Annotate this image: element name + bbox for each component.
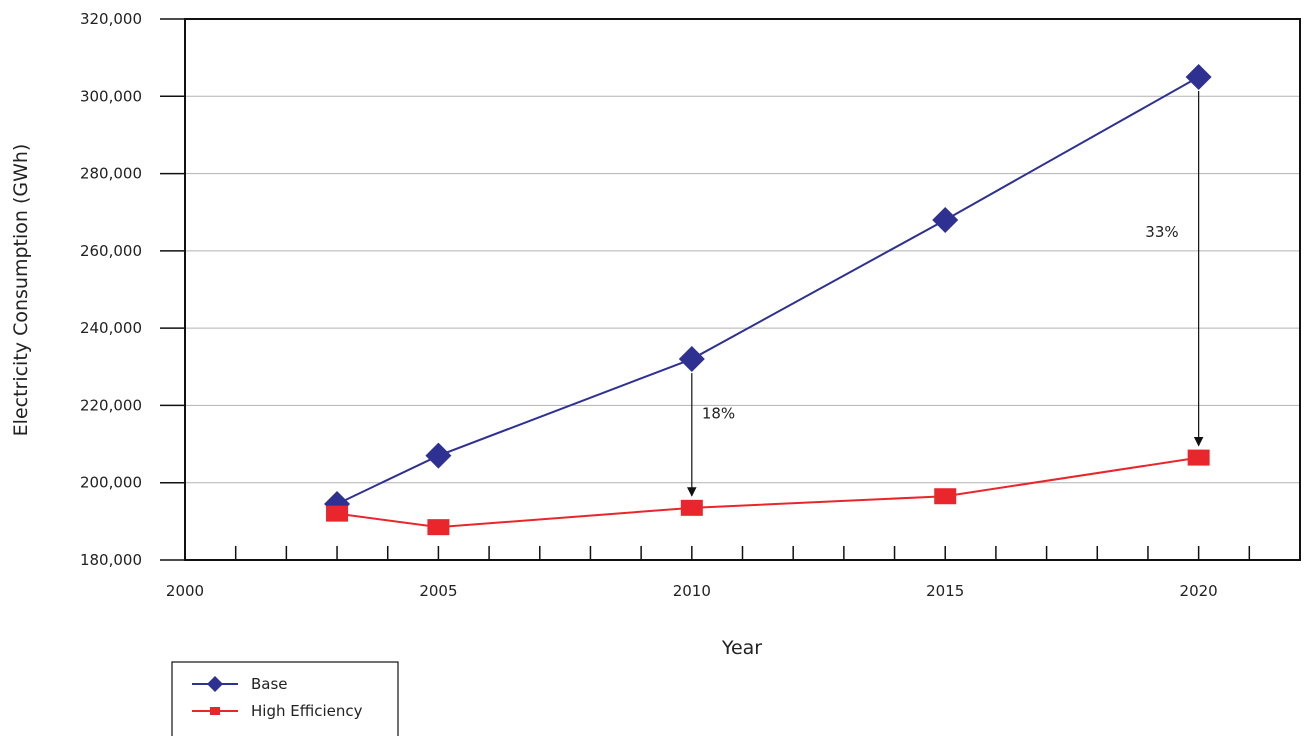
legend-marker-1 bbox=[210, 707, 220, 715]
series-1-point-1 bbox=[427, 519, 450, 536]
axis-labels: Year Electricity Consumption (GWh) bbox=[10, 144, 762, 659]
annotations: 18% 33% bbox=[687, 90, 1204, 497]
y-tick-label-3: 240,000 bbox=[80, 319, 142, 337]
x-tick-label-1: 2005 bbox=[419, 582, 457, 600]
annotation-label-1: 33% bbox=[1145, 223, 1178, 241]
x-axis-title: Year bbox=[721, 637, 762, 659]
annotation-label-0: 18% bbox=[702, 404, 735, 422]
y-tick-label-4: 260,000 bbox=[80, 242, 142, 260]
series-0-point-2 bbox=[678, 346, 705, 373]
series-1-point-4 bbox=[1187, 449, 1210, 466]
series bbox=[324, 63, 1212, 536]
gridlines bbox=[185, 95, 1300, 484]
series-0-point-4 bbox=[1185, 63, 1212, 90]
series-line-0 bbox=[336, 76, 1200, 505]
legend-marker-0 bbox=[207, 676, 223, 692]
x-tick-label-3: 2015 bbox=[926, 582, 964, 600]
y-tick-label-7: 320,000 bbox=[80, 10, 142, 28]
series-1-point-0 bbox=[326, 505, 349, 522]
series-0-point-1 bbox=[425, 442, 452, 469]
y-tick-label-2: 220,000 bbox=[80, 396, 142, 414]
y-tick-label-5: 280,000 bbox=[80, 165, 142, 183]
legend-label-0: Base bbox=[251, 675, 288, 693]
y-tick-label-6: 300,000 bbox=[80, 87, 142, 105]
x-tick-label-2: 2010 bbox=[673, 582, 711, 600]
y-axis-title: Electricity Consumption (GWh) bbox=[10, 144, 32, 437]
x-tick-label-0: 2000 bbox=[166, 582, 204, 600]
series-line-1 bbox=[336, 456, 1199, 529]
y-tick-label-0: 180,000 bbox=[80, 551, 142, 569]
plot-frame bbox=[184, 18, 1301, 561]
series-1-point-2 bbox=[680, 499, 703, 516]
series-1-point-3 bbox=[934, 488, 957, 505]
series-0-point-3 bbox=[932, 206, 959, 233]
x-tick-label-4: 2020 bbox=[1180, 582, 1218, 600]
legend-label-1: High Efficiency bbox=[251, 702, 363, 720]
legend: Base High Efficiency bbox=[171, 661, 399, 740]
axes: 180,000 200,000 220,000 240,000 260,000 280,0… bbox=[80, 10, 1301, 600]
legend-box bbox=[171, 661, 399, 740]
y-tick-label-1: 200,000 bbox=[80, 474, 142, 492]
